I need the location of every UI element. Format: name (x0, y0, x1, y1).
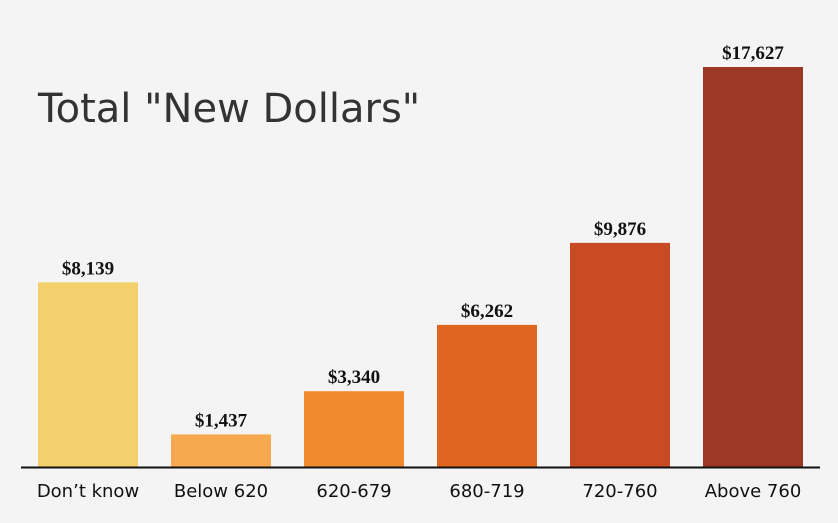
x-tick-label-5: Above 760 (705, 481, 802, 502)
data-label-3: $6,262 (461, 301, 513, 322)
x-tick-label-4: 720-760 (582, 481, 657, 502)
bar-5 (703, 67, 803, 467)
x-tick-label-3: 680-719 (449, 481, 524, 502)
x-tick-label-0: Don’t know (37, 481, 139, 502)
data-label-4: $9,876 (594, 219, 646, 240)
bar-4 (570, 242, 670, 467)
x-tick-label-1: Below 620 (174, 481, 268, 502)
data-label-0: $8,139 (62, 258, 114, 279)
data-label-2: $3,340 (328, 367, 380, 388)
bar-0 (38, 282, 138, 467)
chart-title: Total "New Dollars" (38, 86, 421, 132)
x-tick-label-2: 620-679 (316, 481, 391, 502)
data-label-1: $1,437 (195, 410, 248, 431)
bar-1 (171, 434, 271, 467)
data-label-5: $17,627 (722, 43, 784, 64)
bar-2 (304, 391, 404, 467)
bar-3 (437, 324, 537, 467)
